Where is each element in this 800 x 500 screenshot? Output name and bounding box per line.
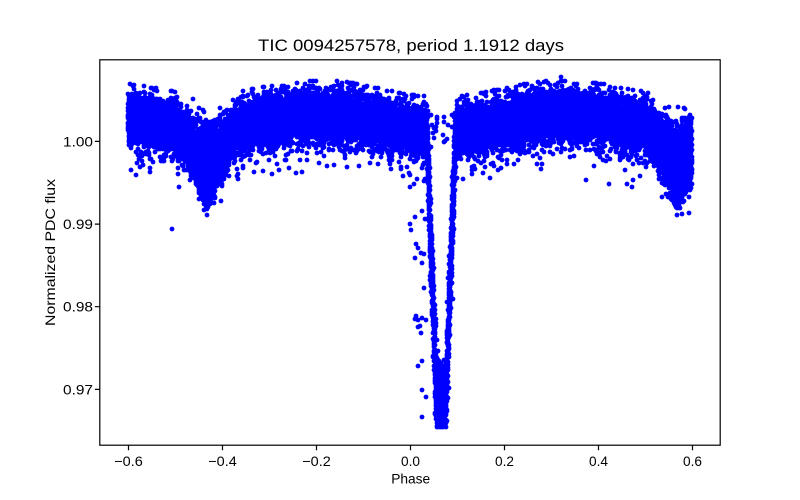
svg-text:−0.2: −0.2 bbox=[302, 453, 331, 469]
svg-text:TIC 0094257578, period 1.1912: TIC 0094257578, period 1.1912 days bbox=[258, 36, 564, 55]
svg-text:0.2: 0.2 bbox=[495, 453, 514, 469]
svg-text:0.99: 0.99 bbox=[63, 216, 93, 232]
svg-text:0.6: 0.6 bbox=[683, 453, 702, 469]
svg-text:0.4: 0.4 bbox=[589, 453, 608, 469]
svg-text:Phase: Phase bbox=[391, 471, 430, 487]
svg-text:−0.4: −0.4 bbox=[208, 453, 237, 469]
svg-text:−0.6: −0.6 bbox=[114, 453, 143, 469]
svg-text:0.0: 0.0 bbox=[401, 453, 420, 469]
svg-text:1.00: 1.00 bbox=[63, 133, 93, 149]
svg-text:0.98: 0.98 bbox=[63, 299, 93, 315]
svg-text:0.97: 0.97 bbox=[63, 381, 93, 397]
svg-text:Normalized PDC flux: Normalized PDC flux bbox=[42, 179, 58, 326]
